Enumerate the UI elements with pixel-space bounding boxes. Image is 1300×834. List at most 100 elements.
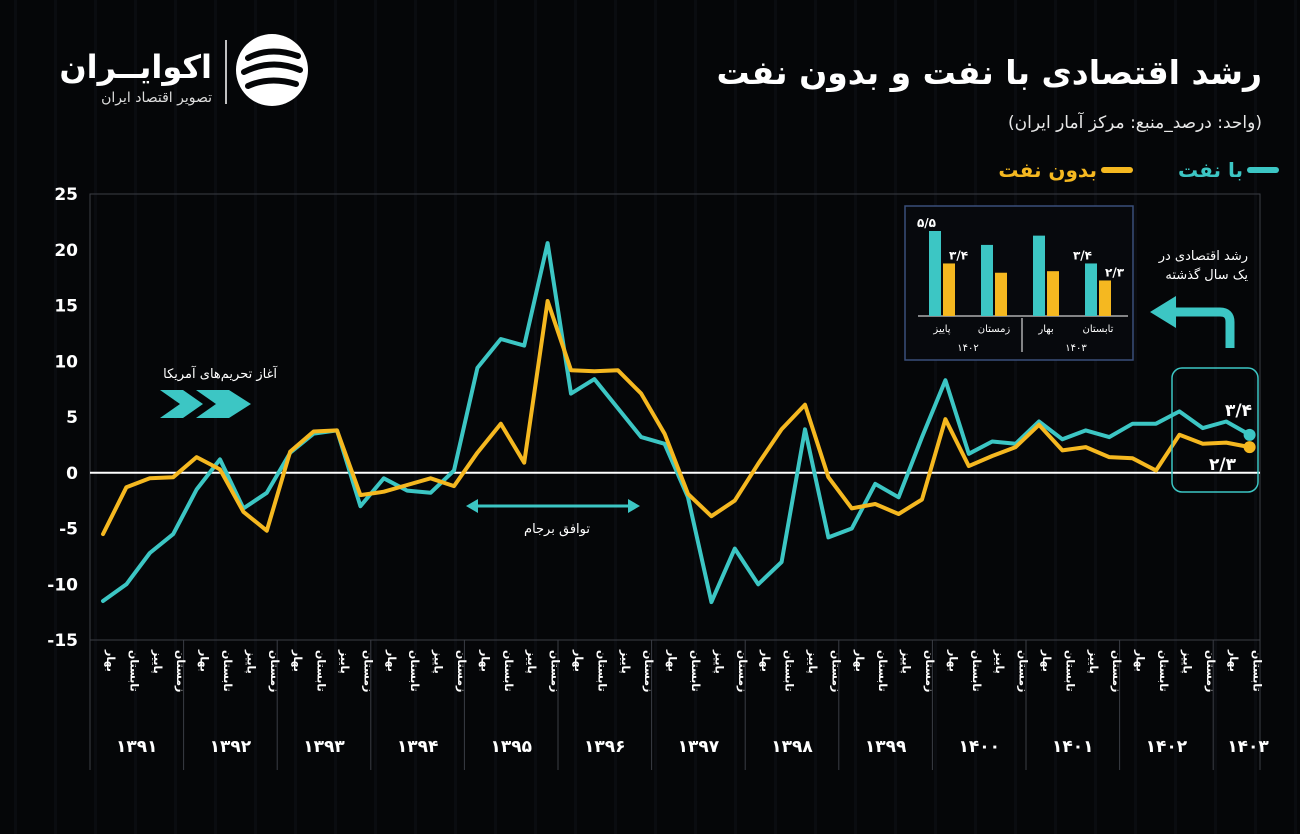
year-label: ۱۳۹۲ [210, 737, 252, 757]
x-tick-label: زمستان [1017, 650, 1030, 692]
curved-arrow-line [1176, 307, 1235, 348]
x-tick-label: پاییز [806, 649, 819, 674]
end-label-without-oil: ۲/۳ [1209, 455, 1237, 475]
series-line-without-oil [101, 299, 1252, 537]
y-tick-label: -5 [59, 520, 78, 540]
x-tick-label: تابستان [408, 650, 421, 692]
arrow-right-icon [628, 499, 640, 513]
x-tick-label: زمستان [549, 650, 562, 692]
inset-season-label: زمستان [978, 324, 1011, 335]
inset-value-without-oil: ۳/۴ [949, 248, 968, 262]
legend: با نفت بدون نفت [998, 158, 1279, 182]
inset-bar-with-oil [1085, 263, 1097, 316]
end-point-with-oil [1243, 428, 1256, 441]
year-label: ۱۳۹۴ [397, 737, 439, 757]
x-tick-label: تابستان [1251, 650, 1264, 692]
y-tick-label: 20 [54, 241, 78, 261]
x-tick-label: تابستان [221, 650, 234, 692]
end-point-without-oil [1243, 441, 1256, 454]
year-label: ۱۳۹۹ [865, 737, 907, 757]
x-tick-label: بهار [1134, 649, 1147, 672]
chart-subtitle: (واحد: درصد_منبع: مرکز آمار ایران) [1008, 111, 1262, 133]
y-tick-label: -15 [47, 631, 78, 651]
x-tick-label: زمستان [174, 650, 187, 692]
y-tick-label: 15 [54, 297, 78, 317]
logo-name: اکوایــران [59, 48, 212, 86]
inset-season-label: پاییز [932, 324, 950, 335]
x-tick-label: بهار [1227, 649, 1240, 672]
jcpoa-label: توافق برجام [524, 522, 590, 537]
inset-bar-with-oil [981, 244, 993, 316]
year-label: ۱۳۹۱ [116, 737, 158, 757]
x-tick-label: تابستان [783, 650, 796, 692]
x-tick-label: تابستان [502, 650, 515, 692]
x-tick-label: بهار [385, 649, 398, 672]
highlight-box [1171, 367, 1259, 493]
year-label: ۱۳۹۳ [303, 737, 345, 757]
sanctions-label: آغاز تحریم‌های آمریکا [163, 365, 278, 382]
year-label: ۱۳۹۶ [584, 737, 626, 757]
y-tick-label: 10 [54, 352, 78, 372]
inset-note-line-2: یک سال گذشته [1165, 267, 1248, 283]
year-label: ۱۴۰۳ [1227, 737, 1269, 757]
arrow-left-icon [466, 499, 478, 513]
axes: 25 20 15 10 5 0 -5 -10 -15 ۱۳۹۱ ۱۳۹۲ ۱۳۹۳ ۱۳۹۴ ۱۳۹۵ ۱۳… [47, 185, 1269, 770]
inset-bar-without-oil [1047, 271, 1059, 316]
x-tick-label: پاییز [338, 649, 351, 674]
legend-without-oil: بدون نفت [998, 158, 1097, 182]
x-tick-label: پاییز [1087, 649, 1100, 674]
x-tick-label: پاییز [525, 649, 538, 674]
end-label-with-oil: ۳/۴ [1225, 401, 1252, 421]
inset-bar-without-oil [943, 263, 955, 316]
x-tick-label: زمستان [1110, 650, 1123, 692]
x-tick-label: بهار [478, 649, 491, 672]
x-tick-label: بهار [1040, 649, 1053, 672]
inset-value-with-oil: ۳/۴ [1073, 248, 1092, 262]
inset-value-without-oil: ۲/۳ [1105, 265, 1125, 279]
x-tick-label: پاییز [151, 649, 164, 674]
x-tick-label: زمستان [1204, 650, 1217, 692]
inset-bars: پاییز ۵/۵ ۳/۴ زمستان بهار تابستان ۳/۴ ۲/۳ [917, 216, 1125, 335]
x-tick-label: پاییز [244, 649, 257, 674]
x-tick-label: تابستان [315, 650, 328, 692]
x-tick-label: زمستان [829, 650, 842, 692]
year-label: ۱۳۹۷ [678, 737, 720, 757]
inset-bar-with-oil [929, 231, 941, 316]
year-label: ۱۴۰۲ [1146, 737, 1188, 757]
x-tick-label: پاییز [900, 649, 913, 674]
logo: اکوایــران تصویر اقتصاد ایران [59, 34, 308, 106]
inset-bar-without-oil [1099, 280, 1111, 316]
x-tick-label: تابستان [127, 650, 140, 692]
x-tick-label: زمستان [455, 650, 468, 692]
y-tick-label: -10 [47, 575, 78, 595]
x-tick-label: پاییز [619, 649, 632, 674]
jcpoa-annotation: توافق برجام [466, 499, 640, 537]
x-tick-label: تابستان [970, 650, 983, 692]
x-tick-label: بهار [666, 649, 679, 672]
x-tick-label: بهار [572, 649, 585, 672]
inset-value-with-oil: ۵/۵ [917, 216, 936, 230]
inset-bar-with-oil [1033, 235, 1045, 316]
logo-tagline: تصویر اقتصاد ایران [101, 90, 212, 106]
year-label: ۱۳۹۸ [771, 737, 813, 757]
year-label: ۱۴۰۰ [958, 737, 1000, 757]
chevron-right-icon [160, 390, 203, 418]
x-tick-label: بهار [853, 649, 866, 672]
year-label: ۱۳۹۵ [490, 737, 532, 757]
y-tick-label: 25 [54, 185, 78, 205]
x-tick-label: بهار [946, 649, 959, 672]
x-tick-label: پاییز [712, 649, 725, 674]
year-label: ۱۴۰۱ [1052, 737, 1094, 757]
y-tick-label: 0 [66, 464, 78, 484]
x-tick-label: بهار [759, 649, 772, 672]
x-tick-label: زمستان [923, 650, 936, 692]
x-tick-label: پاییز [993, 649, 1006, 674]
series-layer [101, 241, 1256, 605]
y-tick-label: 5 [66, 408, 78, 428]
x-tick-label: زمستان [736, 650, 749, 692]
sanctions-annotation: آغاز تحریم‌های آمریکا [160, 365, 278, 418]
inset-season-label: تابستان [1083, 324, 1114, 335]
